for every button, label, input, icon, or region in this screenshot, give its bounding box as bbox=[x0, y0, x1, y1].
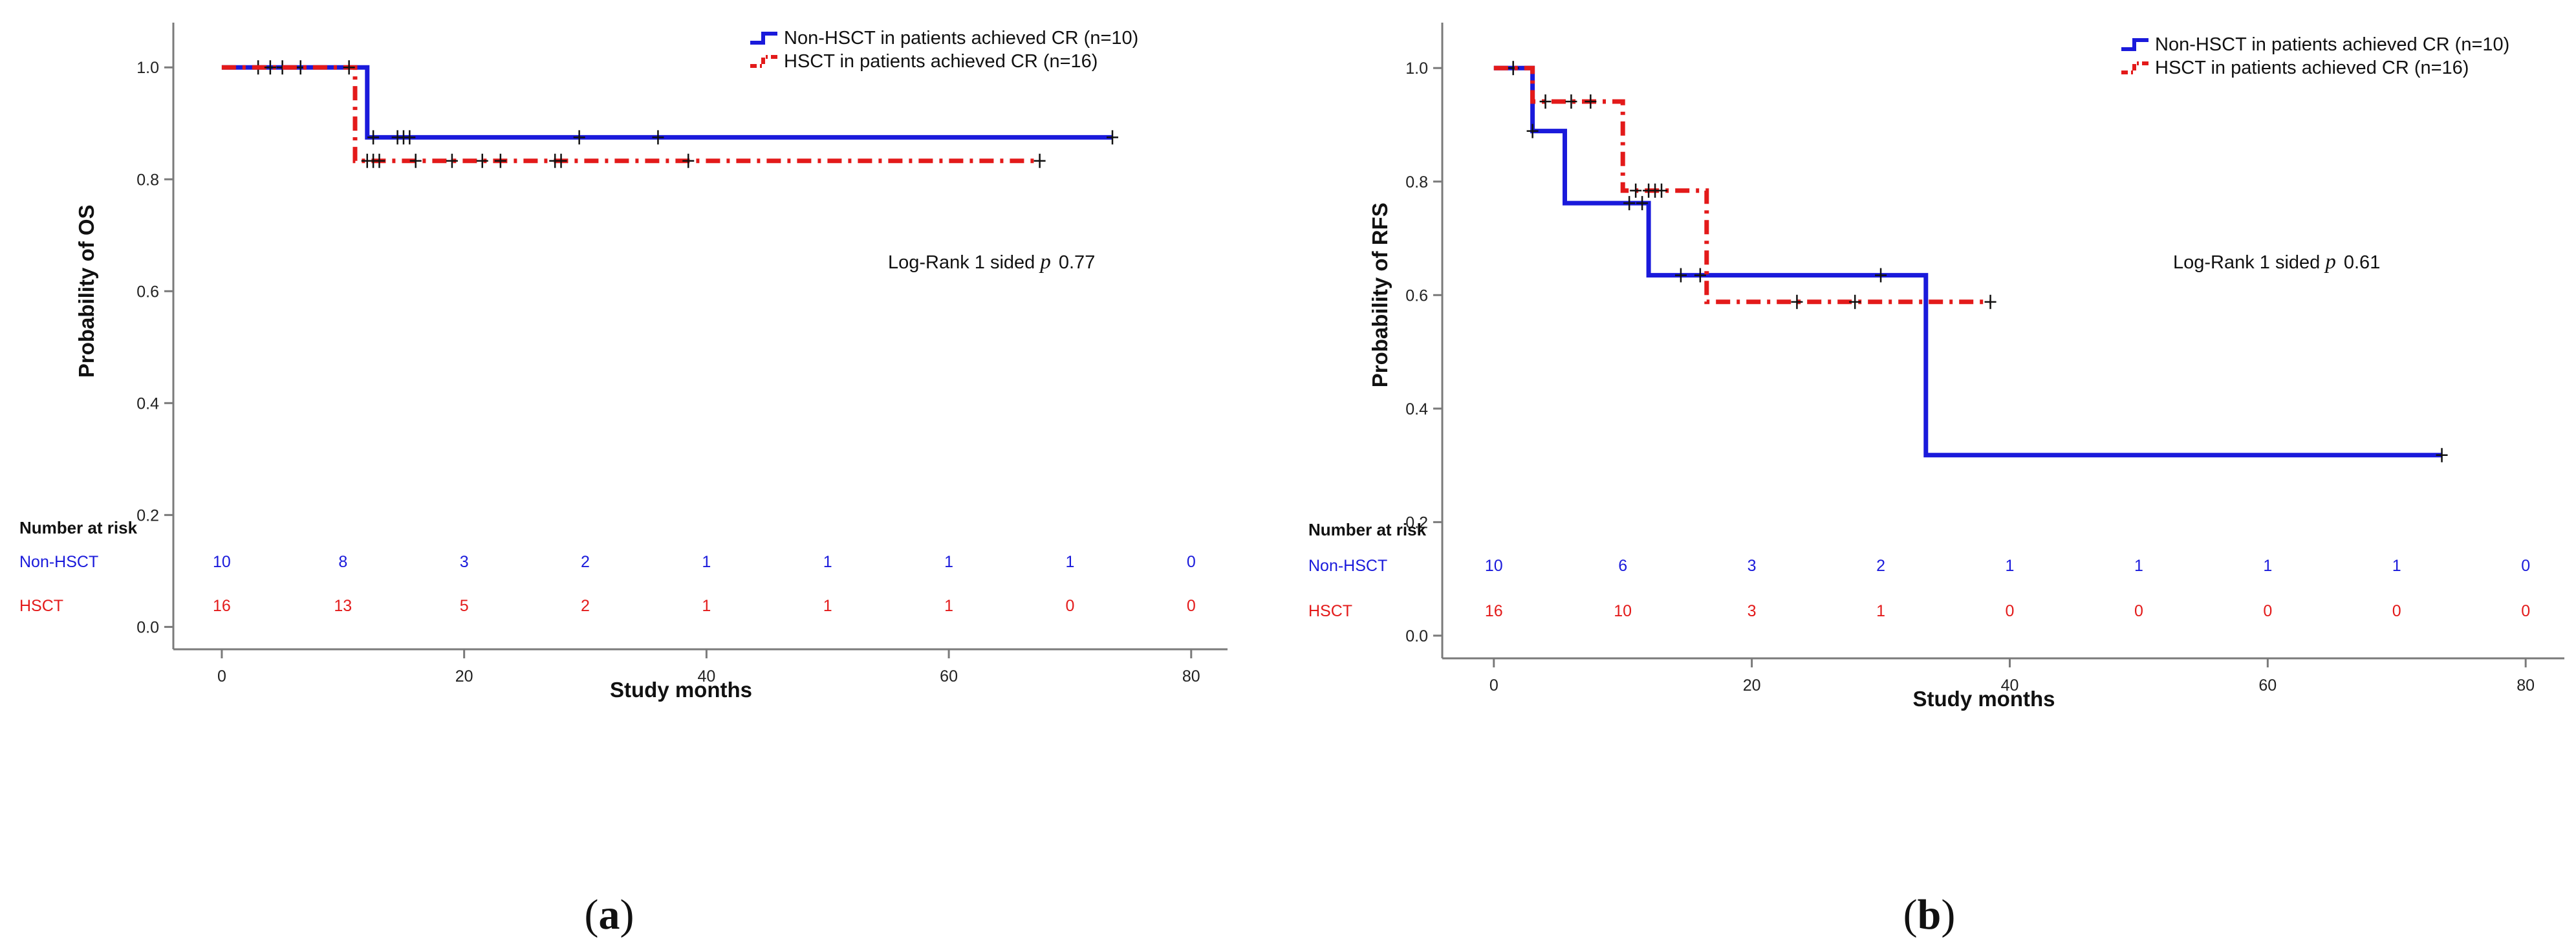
x-tick-label: 20 bbox=[1743, 676, 1761, 695]
y-tick-label: 0.2 bbox=[1405, 513, 1428, 532]
y-tick-label: 1.0 bbox=[1405, 59, 1428, 78]
risk-table-header: Number at risk bbox=[19, 518, 138, 537]
legend-swatch-non_hsct bbox=[2121, 38, 2148, 51]
risk-count-non_hsct: 3 bbox=[1748, 557, 1757, 575]
x-tick-label: 40 bbox=[697, 667, 715, 686]
logrank-p-symbol: p bbox=[2324, 250, 2336, 274]
risk-count-hsct: 16 bbox=[213, 597, 231, 615]
x-tick-label: 80 bbox=[1182, 667, 1200, 686]
risk-count-hsct: 10 bbox=[1614, 602, 1632, 620]
risk-count-hsct: 1 bbox=[1876, 602, 1885, 620]
risk-count-hsct: 0 bbox=[2392, 602, 2401, 620]
panel-label-letter: b bbox=[1918, 891, 1942, 938]
risk-row-label-non_hsct: Non-HSCT bbox=[19, 553, 98, 571]
legend-label-hsct: HSCT in patients achieved CR (n=16) bbox=[784, 51, 1098, 72]
risk-count-non_hsct: 10 bbox=[1485, 557, 1503, 575]
y-tick-label: 0.0 bbox=[136, 618, 159, 636]
logrank-p-symbol: p bbox=[1039, 250, 1051, 274]
panel-label: (a) bbox=[585, 891, 634, 938]
risk-count-non_hsct: 0 bbox=[2521, 557, 2530, 575]
risk-count-non_hsct: 2 bbox=[1876, 557, 1885, 575]
risk-count-hsct: 1 bbox=[823, 597, 832, 615]
panel-label-open: ( bbox=[1903, 891, 1918, 938]
logrank-prefix: Log-Rank 1 sided bbox=[888, 252, 1040, 273]
logrank-annotation: Log-Rank 1 sided p 0.61 bbox=[2173, 250, 2380, 274]
y-axis-label: Probability of OS bbox=[74, 204, 98, 378]
risk-count-hsct: 13 bbox=[334, 597, 352, 615]
risk-count-hsct: 3 bbox=[1748, 602, 1757, 620]
risk-count-non_hsct: 10 bbox=[213, 553, 231, 571]
legend-swatch-hsct bbox=[750, 55, 777, 68]
risk-count-hsct: 0 bbox=[1065, 597, 1074, 615]
x-tick-label: 60 bbox=[940, 667, 958, 686]
risk-count-hsct: 5 bbox=[460, 597, 469, 615]
risk-count-non_hsct: 0 bbox=[1187, 553, 1196, 571]
risk-count-hsct: 16 bbox=[1485, 602, 1503, 620]
panel-label-close: ) bbox=[620, 891, 634, 938]
y-tick-label: 0.0 bbox=[1405, 627, 1428, 645]
x-tick-label: 60 bbox=[2258, 676, 2277, 695]
y-tick-label: 0.6 bbox=[1405, 286, 1428, 305]
risk-count-non_hsct: 3 bbox=[460, 553, 469, 571]
legend-label-non_hsct: Non-HSCT in patients achieved CR (n=10) bbox=[784, 28, 1138, 49]
risk-count-hsct: 2 bbox=[581, 597, 590, 615]
y-axis-label: Probability of RFS bbox=[1368, 202, 1392, 387]
x-tick-label: 0 bbox=[1489, 676, 1499, 695]
risk-count-non_hsct: 1 bbox=[2263, 557, 2272, 575]
x-tick-label: 40 bbox=[2001, 676, 2019, 695]
risk-count-hsct: 0 bbox=[2263, 602, 2272, 620]
risk-table-header: Number at risk bbox=[1308, 520, 1427, 539]
risk-count-non_hsct: 1 bbox=[702, 553, 711, 571]
risk-count-non_hsct: 1 bbox=[2392, 557, 2401, 575]
risk-count-hsct: 0 bbox=[2521, 602, 2530, 620]
y-tick-label: 0.4 bbox=[1405, 400, 1428, 418]
risk-row-label-hsct: HSCT bbox=[19, 597, 63, 615]
risk-count-hsct: 1 bbox=[944, 597, 953, 615]
panel-label-letter: a bbox=[599, 891, 620, 938]
risk-count-hsct: 0 bbox=[1187, 597, 1196, 615]
x-tick-label: 0 bbox=[217, 667, 226, 686]
y-tick-label: 0.8 bbox=[1405, 173, 1428, 191]
x-tick-label: 80 bbox=[2516, 676, 2535, 695]
y-tick-label: 0.4 bbox=[136, 394, 159, 413]
km-curve-hsct bbox=[221, 65, 1040, 164]
panel-label-close: ) bbox=[1941, 891, 1955, 938]
km-curve-hsct bbox=[1493, 65, 1991, 305]
risk-row-label-hsct: HSCT bbox=[1308, 602, 1352, 620]
risk-count-non_hsct: 1 bbox=[2006, 557, 2015, 575]
risk-count-non_hsct: 1 bbox=[2134, 557, 2143, 575]
y-tick-label: 0.6 bbox=[136, 283, 159, 301]
risk-count-hsct: 0 bbox=[2134, 602, 2143, 620]
panel-label: (b) bbox=[1903, 891, 1956, 938]
logrank-prefix: Log-Rank 1 sided bbox=[2173, 252, 2325, 273]
risk-count-hsct: 0 bbox=[2006, 602, 2015, 620]
risk-count-non_hsct: 2 bbox=[581, 553, 590, 571]
risk-count-non_hsct: 1 bbox=[823, 553, 832, 571]
legend-label-hsct: HSCT in patients achieved CR (n=16) bbox=[2155, 58, 2469, 78]
y-tick-label: 0.2 bbox=[136, 506, 159, 524]
x-axis-label: Study months bbox=[610, 678, 752, 702]
risk-row-label-non_hsct: Non-HSCT bbox=[1308, 557, 1387, 575]
risk-count-non_hsct: 8 bbox=[338, 553, 347, 571]
risk-count-hsct: 1 bbox=[702, 597, 711, 615]
risk-count-non_hsct: 6 bbox=[1618, 557, 1627, 575]
legend-swatch-non_hsct bbox=[750, 32, 777, 45]
legend-label-non_hsct: Non-HSCT in patients achieved CR (n=10) bbox=[2155, 34, 2509, 55]
y-tick-label: 0.8 bbox=[136, 171, 159, 189]
risk-count-non_hsct: 1 bbox=[944, 553, 953, 571]
x-tick-label: 20 bbox=[455, 667, 473, 686]
logrank-p-value: 0.61 bbox=[2344, 252, 2380, 273]
legend-swatch-hsct bbox=[2121, 61, 2148, 74]
x-axis-label: Study months bbox=[1913, 687, 2055, 711]
logrank-annotation: Log-Rank 1 sided p 0.77 bbox=[888, 250, 1095, 274]
logrank-p-value: 0.77 bbox=[1059, 252, 1095, 273]
y-tick-label: 1.0 bbox=[136, 59, 159, 77]
panel-label-open: ( bbox=[585, 891, 599, 938]
risk-count-non_hsct: 1 bbox=[1065, 553, 1074, 571]
